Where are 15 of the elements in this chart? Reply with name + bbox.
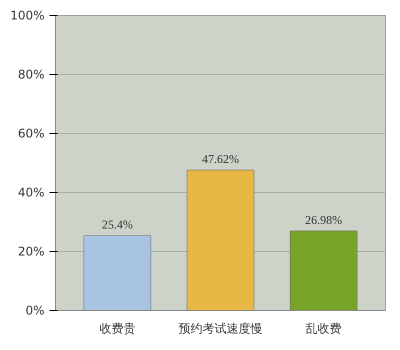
y-tick-label: 60% [18, 126, 44, 140]
data-label: 47.62% [202, 152, 239, 166]
data-label: 26.98% [305, 212, 342, 227]
x-tick-label: 乱收费 [306, 322, 342, 336]
x-tick-label: 收费贵 [99, 322, 136, 336]
y-tick-label: 0% [25, 304, 45, 318]
y-tick-label: 100% [10, 8, 45, 22]
bar [290, 230, 358, 310]
x-tick-label: 预约考试速度慢 [178, 322, 262, 336]
bar [186, 170, 254, 310]
y-tick-label: 80% [18, 68, 44, 82]
y-tick-label: 40% [18, 186, 44, 200]
bar [84, 235, 152, 310]
y-tick-label: 20% [18, 244, 44, 258]
data-label: 25.4% [102, 218, 133, 232]
